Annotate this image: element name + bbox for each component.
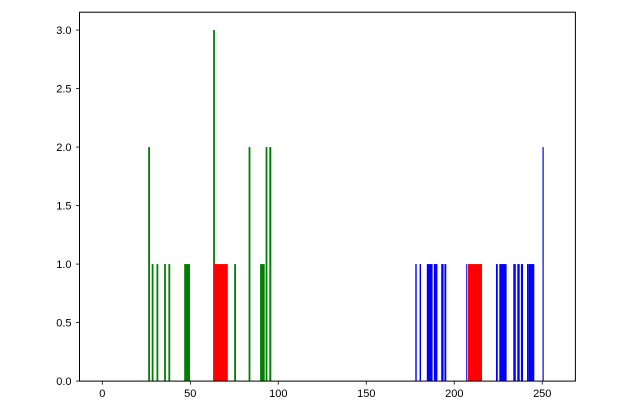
svg-text:100: 100 [269,388,287,400]
svg-text:250: 250 [533,388,551,400]
svg-text:0.5: 0.5 [56,318,71,330]
svg-text:3.0: 3.0 [56,25,71,37]
svg-text:150: 150 [357,388,375,400]
svg-text:50: 50 [184,388,196,400]
svg-text:0.0: 0.0 [56,376,71,388]
svg-text:0: 0 [99,388,105,400]
svg-text:2.5: 2.5 [56,84,71,96]
svg-text:2.0: 2.0 [56,142,71,154]
svg-text:1.5: 1.5 [56,201,71,213]
svg-text:1.0: 1.0 [56,259,71,271]
svg-text:200: 200 [445,388,463,400]
